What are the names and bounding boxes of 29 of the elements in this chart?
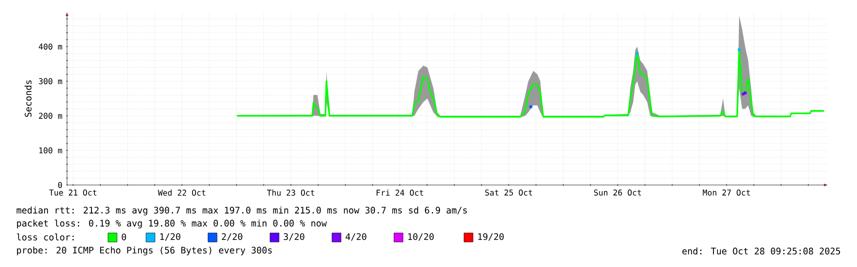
y-axis-title: Seconds <box>24 80 32 117</box>
y-tick-label: 0 <box>58 182 62 188</box>
y-tick-label: 100 m <box>39 147 62 154</box>
x-tick-label: Sun 26 Oct <box>594 190 641 196</box>
point <box>529 105 532 108</box>
text: probe: 20 ICMP Echo Pings (56 Bytes) every 300s <box>17 246 272 256</box>
text: end: Tue Oct 28 09:25:08 2025 <box>682 248 840 254</box>
x-tick-label: Sat 25 Oct <box>485 190 532 196</box>
text: median rtt: 212.3 ms avg 390.7 ms max 197.0 ms min 215.0 ms now 30.7 ms sd 6.9 am/s <box>16 206 467 216</box>
point <box>636 52 639 55</box>
x-tick-label: Mon 27 Oct <box>702 190 750 196</box>
line-series <box>236 48 824 118</box>
legend-label: 10/20 <box>408 233 434 241</box>
legend-title: loss color: <box>16 233 74 240</box>
text: packet loss: 0.19 % avg 19.80 % max 0.00 % min 0.00 % now <box>17 220 327 228</box>
legend-label: 19/20 <box>478 233 504 241</box>
y-tick-label: 400 m <box>38 44 62 50</box>
legend-label: 3/20 <box>284 233 304 241</box>
y-tick-label: 300 m <box>38 78 62 84</box>
x-tick-label: Thu 23 Oct <box>267 190 314 196</box>
x-tick-label: Wed 22 Oct <box>158 190 206 196</box>
point <box>738 48 741 52</box>
legend-label: 0 <box>122 234 126 240</box>
legend-label: 1/20 <box>160 233 180 241</box>
x-tick-label: Fri 24 Oct <box>376 190 424 196</box>
legend-label: 2/20 <box>222 233 242 241</box>
y-tick-label: 200 m <box>39 112 62 119</box>
x-tick-label: Tue 21 Oct <box>49 190 96 196</box>
legend-label: 4/20 <box>346 233 366 241</box>
